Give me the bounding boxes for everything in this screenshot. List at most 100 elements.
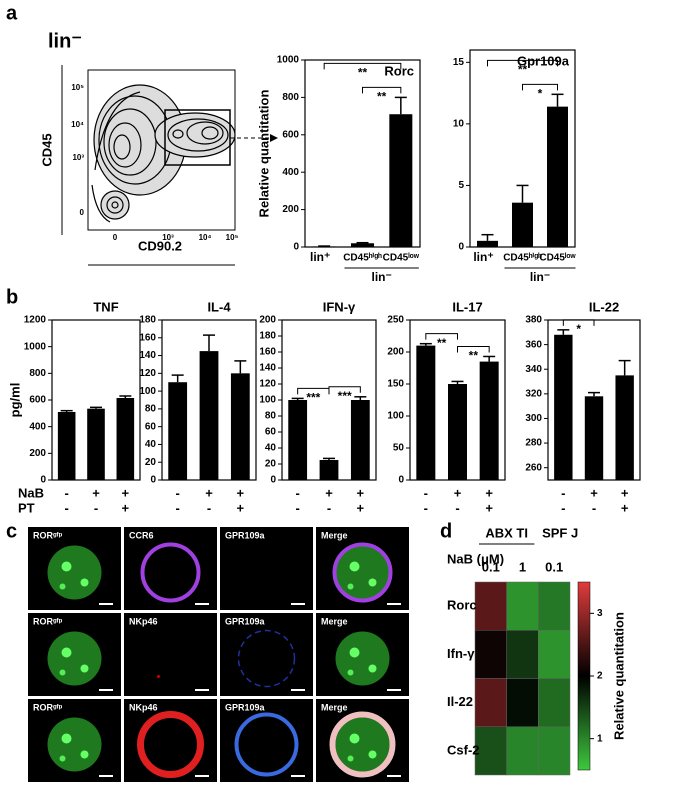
bar bbox=[351, 243, 374, 247]
treatment-mark: + bbox=[454, 485, 462, 500]
cell-body bbox=[335, 717, 390, 772]
cell-ring bbox=[234, 712, 299, 777]
micrograph: Merge bbox=[316, 613, 409, 696]
bar bbox=[57, 412, 76, 480]
y-tick-label: 100 bbox=[387, 411, 404, 422]
error-bar bbox=[481, 233, 494, 241]
treatment-mark: + bbox=[590, 485, 598, 500]
panel-letter: c bbox=[6, 520, 17, 542]
treatment-mark: + bbox=[621, 485, 629, 500]
colorbar-tick-label: 3 bbox=[597, 608, 603, 619]
cell-ring bbox=[140, 542, 201, 603]
error-bar bbox=[234, 360, 247, 374]
micrograph: Merge bbox=[316, 527, 409, 610]
significance-bracket bbox=[522, 83, 558, 91]
column-group: SPF J bbox=[542, 525, 578, 540]
treatment-mark: + bbox=[205, 485, 213, 500]
y-tick-label: 260 bbox=[525, 462, 542, 473]
cell-spot bbox=[349, 647, 360, 658]
error-bar bbox=[291, 397, 304, 400]
cell-ring bbox=[332, 542, 393, 603]
error-bar bbox=[323, 457, 335, 460]
bar bbox=[416, 345, 436, 480]
error-bar bbox=[551, 93, 564, 107]
bar bbox=[477, 240, 498, 247]
treatment-mark: - bbox=[327, 500, 331, 515]
bar bbox=[288, 400, 308, 480]
y-tick-label: 0 bbox=[398, 475, 404, 486]
y-tick-label: 5 bbox=[458, 180, 464, 191]
micrograph: Merge bbox=[316, 699, 409, 782]
treatment-mark: + bbox=[92, 485, 100, 500]
panel-letter: b bbox=[6, 286, 18, 308]
channel-label: RORᵍᶠᵖ bbox=[33, 702, 63, 712]
y-tick-label: 800 bbox=[29, 368, 46, 379]
bar bbox=[230, 373, 250, 480]
cell-body bbox=[47, 545, 102, 600]
panel-letter: a bbox=[6, 2, 18, 24]
y-tick-label: 1000 bbox=[24, 341, 47, 352]
channel-label: RORᵍᶠᵖ bbox=[33, 530, 63, 540]
significance-label: * bbox=[538, 86, 543, 100]
micrograph: RORᵍᶠᵖ bbox=[28, 613, 121, 696]
cell-spot bbox=[347, 755, 354, 762]
bar bbox=[512, 202, 533, 247]
y-tick-label: 160 bbox=[259, 347, 276, 358]
treatment-mark: - bbox=[94, 500, 98, 515]
bar bbox=[116, 398, 135, 480]
y-tick-label: 150 bbox=[387, 379, 404, 390]
y-tick-label: 60 bbox=[145, 421, 157, 432]
arrow-head bbox=[270, 134, 278, 142]
heatmap-cell bbox=[506, 630, 539, 679]
error-bar bbox=[557, 329, 570, 335]
colorbar-label: Relative quantitation bbox=[611, 612, 626, 740]
y-tick-label: 120 bbox=[259, 379, 276, 390]
significance-label: ** bbox=[437, 336, 447, 350]
bar bbox=[87, 408, 105, 480]
bar bbox=[615, 375, 634, 480]
significance-label: ** bbox=[518, 62, 528, 76]
heatmap-cell bbox=[474, 726, 507, 776]
treatment-name: PT bbox=[18, 500, 35, 515]
micrograph-bg bbox=[124, 613, 217, 696]
error-bar bbox=[394, 96, 407, 115]
y-tick-label: 140 bbox=[139, 350, 156, 361]
cell-spot bbox=[80, 664, 89, 673]
error-bar bbox=[354, 396, 367, 400]
row-label: Ifn-γ bbox=[447, 646, 475, 661]
y-tick-label: 40 bbox=[265, 443, 277, 454]
y-tick-label: 200 bbox=[282, 204, 299, 215]
y-tick-label: 40 bbox=[145, 439, 157, 450]
chart-title: TNF bbox=[93, 299, 118, 314]
y-tick-label: 20 bbox=[265, 459, 277, 470]
treatment-name: NaB bbox=[18, 485, 44, 500]
y-tick-label: 10⁵ bbox=[71, 83, 84, 92]
flow-plot: lin⁻ CD45 CD90.2 10⁵ 10⁴ 10³ 0 0 10³ 10⁴… bbox=[39, 30, 278, 266]
y-tick-label: 800 bbox=[282, 92, 299, 103]
cell-spot bbox=[59, 755, 66, 762]
error-bar bbox=[203, 334, 215, 352]
significance-label: ** bbox=[358, 66, 368, 80]
cell-spot bbox=[80, 750, 89, 759]
significance-bracket bbox=[457, 345, 490, 353]
y-tick-label: 100 bbox=[259, 395, 276, 406]
y-tick-label: 80 bbox=[265, 411, 277, 422]
y-tick-label: 400 bbox=[282, 167, 299, 178]
column-label: 0.1 bbox=[545, 559, 563, 574]
group-label: lin⁻ bbox=[530, 270, 550, 284]
micrograph: CCR6 bbox=[124, 527, 217, 610]
significance-bracket bbox=[362, 86, 402, 94]
cell-body bbox=[47, 631, 102, 686]
y-tick-label: 180 bbox=[139, 315, 156, 326]
channel-label: Merge bbox=[321, 616, 348, 626]
x-tick-label: CD45ˡᵒʷ bbox=[383, 253, 420, 264]
x-axis-label: CD90.2 bbox=[138, 238, 182, 253]
x-tick-label: lin⁺ bbox=[473, 250, 493, 264]
significance-bracket bbox=[328, 386, 361, 393]
cell-spot bbox=[368, 664, 377, 673]
column-label: 0.1 bbox=[482, 559, 500, 574]
channel-label: GPR109a bbox=[225, 702, 266, 712]
y-tick-label: 10 bbox=[453, 119, 465, 130]
row-label: Rorc bbox=[447, 598, 477, 613]
cell-spot bbox=[61, 561, 72, 572]
